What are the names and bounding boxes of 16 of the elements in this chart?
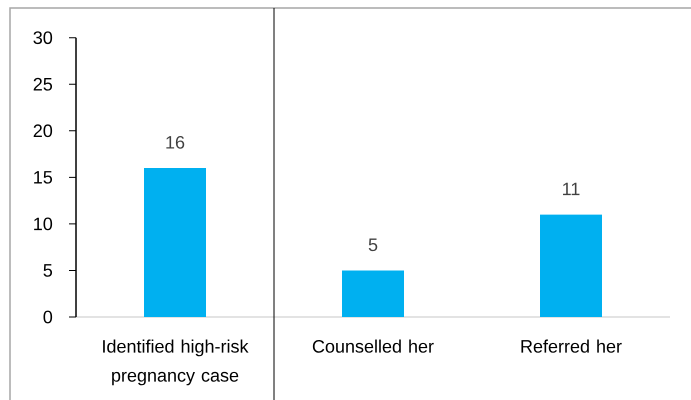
bar [342, 270, 404, 317]
y-tick-label: 15 [34, 171, 52, 184]
x-tick-label: Referred her [521, 340, 622, 353]
y-tick-label: 5 [44, 264, 52, 277]
x-tick-label: Counselled her [312, 340, 434, 353]
x-tick-label: Identified high-risk pregnancy case [103, 340, 249, 386]
data-label: 16 [166, 136, 184, 149]
y-tick-label: 30 [33, 31, 52, 44]
y-tick-label: 10 [34, 218, 52, 230]
y-tick-label: 20 [34, 124, 52, 138]
bar [144, 168, 206, 317]
y-tick-label: 0 [43, 310, 52, 324]
data-label: 11 [563, 182, 580, 196]
data-label: 5 [368, 238, 378, 252]
bar [540, 214, 602, 317]
y-tick-label: 25 [34, 78, 52, 91]
